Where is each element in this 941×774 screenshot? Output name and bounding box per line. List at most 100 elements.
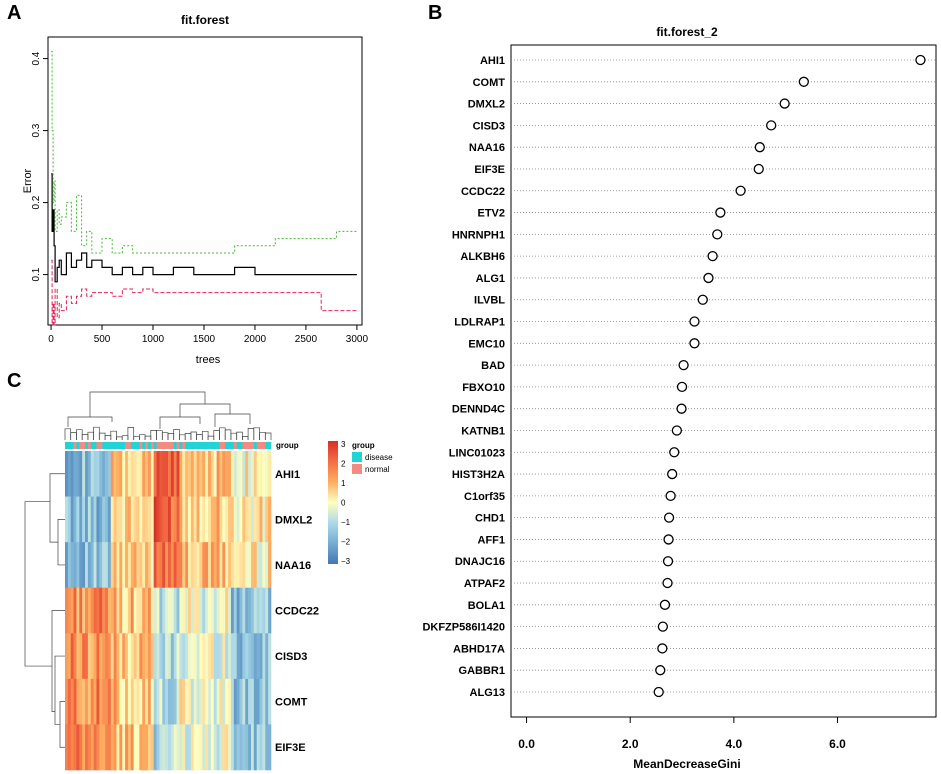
- heatmap-cell: [222, 633, 226, 680]
- heatmap-cell: [236, 587, 240, 634]
- heatmap-cell: [159, 542, 163, 589]
- dendrogram-leaf-link: [219, 427, 226, 440]
- error-series-oob: [51, 173, 357, 283]
- dendrogram-leaf-link: [121, 435, 129, 440]
- heatmap-cell: [168, 542, 172, 589]
- heatmap-cell: [190, 496, 195, 543]
- heatmap-cell: [170, 587, 175, 634]
- error-x-tick-label: 2000: [244, 334, 267, 345]
- importance-point-hist3h2a: [667, 468, 678, 480]
- heatmap-cell: [70, 542, 74, 589]
- heatmap-cell: [236, 724, 240, 771]
- row-dendrogram-link: [24, 501, 52, 667]
- heatmap-cell: [116, 542, 120, 589]
- heatmap-cell: [222, 587, 226, 634]
- heatmap-cell: [93, 678, 97, 725]
- group-annotation-cell: [127, 442, 132, 449]
- heatmap-cell: [219, 678, 223, 725]
- group-annotation-cell: [67, 442, 72, 449]
- dendrogram-leaf-link: [196, 434, 203, 440]
- heatmap-cell: [179, 496, 183, 543]
- heatmap-cell: [87, 496, 92, 543]
- error-x-tick-label: 500: [94, 334, 111, 345]
- importance-point-alg1: [703, 272, 714, 284]
- heatmap-cell: [213, 451, 217, 497]
- importance-point-atpaf2: [662, 577, 673, 589]
- heatmap-cell: [230, 587, 235, 634]
- heatmap-cell: [145, 587, 149, 634]
- importance-x-tick-label: 4.0: [726, 737, 743, 751]
- dendrogram-link: [89, 391, 206, 417]
- heatmap-cell: [93, 496, 97, 543]
- heatmap-cell: [199, 587, 203, 634]
- heatmap-cell: [65, 724, 69, 771]
- group-annotation-cell: [162, 442, 166, 449]
- importance-label-abhd17a: ABHD17A: [453, 643, 505, 655]
- importance-point-comt: [798, 76, 809, 87]
- heatmap-cell: [73, 496, 77, 543]
- heatmap-cell: [190, 542, 195, 589]
- heatmap-cell: [230, 633, 235, 680]
- heatmap-cell: [90, 451, 94, 497]
- heatmap-cell: [210, 451, 215, 497]
- error-x-tick-label: 1000: [142, 334, 165, 345]
- heatmap-cell: [162, 542, 166, 589]
- group-annotation-cell: [230, 442, 235, 449]
- group-annotation-cell: [133, 442, 137, 449]
- importance-point-bad: [678, 359, 689, 371]
- heatmap-cell: [99, 633, 103, 680]
- heatmap-cell: [122, 633, 126, 680]
- heatmap-cell: [162, 587, 166, 634]
- heatmap-cell: [73, 587, 77, 634]
- heatmap-cell: [170, 451, 175, 497]
- row-dendrogram-link: [51, 610, 65, 712]
- heatmap-cell: [76, 587, 80, 634]
- heatmap-cell: [193, 496, 197, 543]
- heatmap-cell: [107, 633, 112, 680]
- heatmap-cell: [156, 633, 160, 680]
- heatmap-cell: [65, 678, 69, 725]
- error-x-tick-label: 0: [48, 334, 54, 345]
- heatmap-cell: [265, 678, 269, 725]
- heatmap-cell: [116, 451, 120, 497]
- dendrogram-leaf-link: [76, 429, 83, 440]
- heatmap-cell: [130, 633, 134, 680]
- heatmap-cell: [116, 496, 120, 543]
- heatmap-cell: [228, 724, 232, 771]
- error-series-normal: [51, 50, 357, 254]
- error-x-tick-label: 3000: [346, 334, 369, 345]
- error-x-tick-label: 1500: [193, 334, 216, 345]
- heatmap-cell: [188, 633, 192, 680]
- heatmap-cell: [105, 678, 109, 725]
- heatmap-cell: [185, 451, 189, 497]
- heatmap-cell: [213, 587, 217, 634]
- heatmap-cell: [239, 678, 243, 725]
- legend-label-normal: normal: [365, 465, 390, 474]
- heatmap-cell: [93, 633, 97, 680]
- heatmap-cell: [228, 587, 232, 634]
- heatmap-cells: [65, 451, 272, 771]
- heatmap-cell: [179, 633, 183, 680]
- group-annotation-cell: [216, 442, 220, 449]
- dendrogram-leaf-link: [213, 430, 220, 440]
- heatmap-cell: [116, 678, 120, 725]
- heatmap-cell: [170, 678, 175, 725]
- group-annotation-cell: [262, 442, 266, 449]
- heatmap-cell: [153, 587, 157, 634]
- heatmap-cell: [202, 587, 206, 634]
- heatmap-cell: [168, 496, 172, 543]
- group-annotation-cell: [228, 442, 232, 449]
- heatmap-cell: [150, 678, 154, 725]
- heatmap-cell: [102, 542, 106, 589]
- heatmap-cell: [165, 678, 169, 725]
- dendrogram-leaf-link: [242, 436, 249, 440]
- heatmap-cell: [79, 542, 83, 589]
- heatmap-cell: [147, 451, 152, 497]
- heatmap-cell: [65, 633, 69, 680]
- group-annotation-cell: [165, 442, 169, 449]
- heatmap-cell: [113, 451, 117, 497]
- scale-tick-label: −3: [341, 557, 351, 566]
- heatmap-cell: [99, 587, 103, 634]
- importance-label-ccdc22: CCDC22: [461, 186, 505, 198]
- importance-x-tick-label: 2.0: [622, 737, 639, 751]
